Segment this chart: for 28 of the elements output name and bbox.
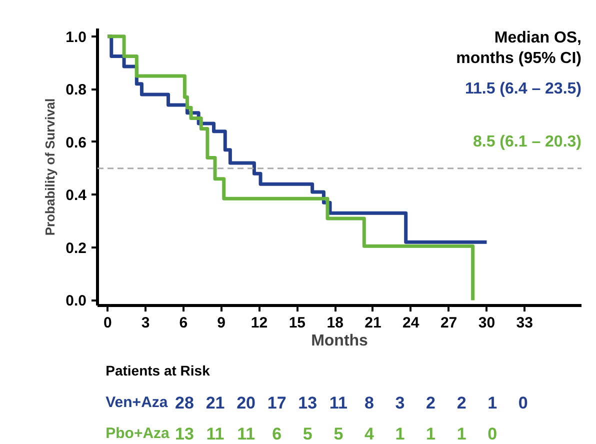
x-tick-label: 0 xyxy=(103,314,112,332)
x-tick-label: 3 xyxy=(141,314,150,332)
x-tick-label: 9 xyxy=(217,314,226,332)
text: Patients at Risk xyxy=(106,362,210,378)
x-tick-label: 21 xyxy=(364,314,382,332)
x-tick-label: 18 xyxy=(326,314,344,332)
annotation: 11.5 (6.4 – 23.5) xyxy=(464,80,582,98)
x-tick-label: 30 xyxy=(478,314,496,332)
x-tick-label: 33 xyxy=(516,314,533,332)
text: 28 21 20 17 13 11 8 3 2 2 1 0 xyxy=(175,394,528,412)
x-tick-label: 24 xyxy=(402,314,420,332)
y-tick-label: 0.6 xyxy=(66,134,87,152)
y-tick-label: 0.8 xyxy=(66,82,87,99)
y-axis-title: Probability of Survival xyxy=(42,98,58,236)
text: Pbo+Aza xyxy=(106,425,170,442)
y-tick-label: 0.0 xyxy=(66,292,87,310)
text: Ven+Aza xyxy=(106,394,168,411)
annotation: Median OS, months (95% CI) xyxy=(456,30,582,67)
x-tick-label: 6 xyxy=(179,314,188,332)
x-tick-label: 27 xyxy=(440,314,458,332)
x-tick-label: 15 xyxy=(288,314,306,332)
x-axis-title: Months xyxy=(311,332,368,350)
y-tick-label: 1.0 xyxy=(66,28,87,46)
y-tick-label: 0.4 xyxy=(66,187,88,204)
y-tick-label: 0.2 xyxy=(66,240,87,257)
annotation: 8.5 (6.1 – 20.3) xyxy=(472,133,582,150)
x-tick-label: 12 xyxy=(250,314,268,332)
text: 13 11 11 6 5 5 4 1 1 1 0 xyxy=(175,424,498,444)
